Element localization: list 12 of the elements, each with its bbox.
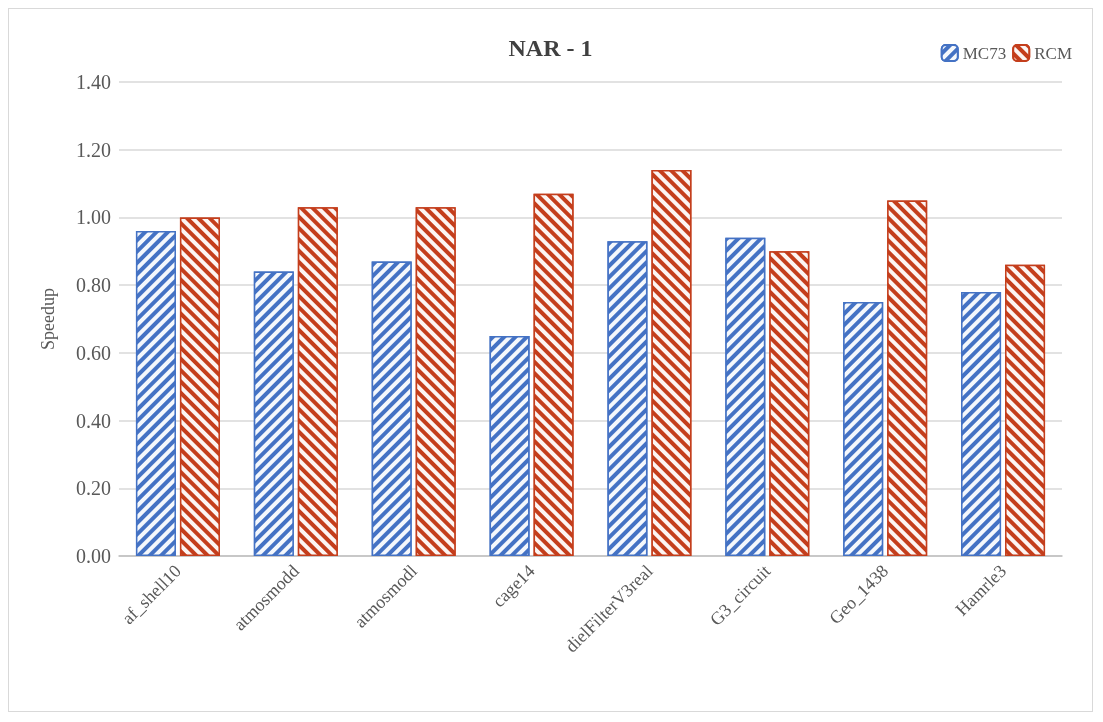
y-axis-title: Speedup	[38, 288, 58, 350]
y-tick-label: 1.20	[76, 138, 111, 161]
chart-title: NAR - 1	[508, 35, 593, 61]
y-tick-label: 0.80	[76, 274, 111, 297]
y-tick-label: 1.00	[76, 206, 111, 229]
y-tick-label: 0.60	[76, 341, 111, 364]
y-tick-label: 0.20	[76, 477, 111, 500]
y-tick-label: 1.40	[76, 71, 111, 93]
legend-label: RCM	[1034, 43, 1072, 63]
legend-label: MC73	[962, 43, 1007, 63]
y-tick-label: 0.40	[76, 409, 111, 432]
y-tick-label: 0.00	[76, 545, 111, 567]
